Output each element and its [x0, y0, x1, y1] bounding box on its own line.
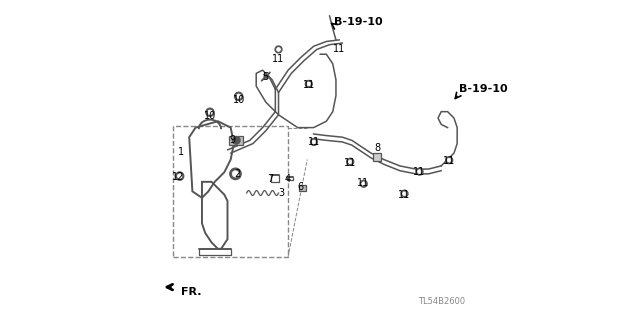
- Text: 6: 6: [298, 182, 304, 192]
- Text: 8: 8: [374, 143, 381, 153]
- Circle shape: [362, 182, 365, 186]
- Text: 11: 11: [399, 189, 411, 200]
- Circle shape: [236, 94, 241, 99]
- Text: 7: 7: [268, 174, 274, 184]
- Circle shape: [206, 108, 214, 116]
- Text: 11: 11: [357, 178, 369, 189]
- Circle shape: [234, 92, 243, 100]
- Circle shape: [445, 157, 452, 164]
- Circle shape: [312, 140, 316, 144]
- Circle shape: [207, 110, 212, 115]
- Text: 11: 11: [344, 158, 356, 168]
- Text: 4: 4: [285, 174, 291, 184]
- Circle shape: [310, 138, 317, 145]
- Circle shape: [447, 158, 451, 162]
- Circle shape: [360, 180, 367, 187]
- Text: 11: 11: [303, 79, 315, 90]
- Circle shape: [177, 174, 182, 178]
- Text: 2: 2: [234, 169, 240, 179]
- Circle shape: [305, 80, 312, 87]
- Polygon shape: [229, 136, 243, 145]
- Polygon shape: [372, 153, 381, 161]
- Circle shape: [416, 168, 423, 175]
- Text: 5: 5: [262, 71, 269, 82]
- Circle shape: [230, 168, 241, 180]
- Text: TL54B2600: TL54B2600: [418, 297, 465, 306]
- Circle shape: [307, 82, 311, 86]
- Text: 10: 10: [232, 95, 244, 106]
- Circle shape: [275, 46, 282, 53]
- Polygon shape: [300, 185, 306, 191]
- Text: B-19-10: B-19-10: [334, 17, 383, 27]
- Text: 11: 11: [333, 44, 345, 55]
- Circle shape: [232, 137, 240, 144]
- Circle shape: [232, 171, 239, 177]
- Text: 1: 1: [178, 146, 184, 157]
- Text: 9: 9: [229, 135, 236, 145]
- Circle shape: [348, 160, 352, 164]
- Circle shape: [417, 170, 422, 174]
- Text: 11: 11: [307, 137, 320, 147]
- Text: 3: 3: [278, 188, 285, 198]
- Text: 12: 12: [172, 172, 184, 182]
- Circle shape: [401, 190, 408, 197]
- Text: B-19-10: B-19-10: [459, 84, 508, 94]
- Circle shape: [175, 172, 184, 180]
- Text: 11: 11: [443, 156, 455, 166]
- Circle shape: [403, 192, 406, 196]
- Circle shape: [264, 75, 268, 78]
- Circle shape: [347, 158, 354, 165]
- Text: 11: 11: [413, 167, 425, 177]
- Text: 11: 11: [273, 54, 285, 64]
- Circle shape: [276, 48, 280, 51]
- Text: 10: 10: [204, 111, 216, 122]
- Text: FR.: FR.: [181, 287, 202, 297]
